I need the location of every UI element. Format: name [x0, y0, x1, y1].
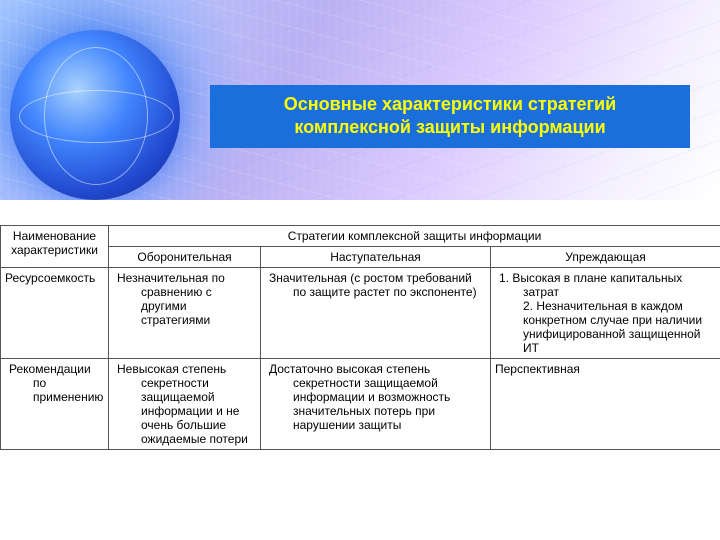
col-header-defensive: Оборонительная — [109, 247, 261, 268]
cell-defensive: Незначительная по сравнению с другими ст… — [109, 268, 261, 359]
globe-graphic — [10, 30, 180, 200]
col-header-name: Наименование характеристики — [1, 226, 109, 268]
strategies-table: Наименование характеристики Стратегии ко… — [0, 225, 720, 450]
col-header-offensive: Наступательная — [261, 247, 491, 268]
col-header-group: Стратегии комплексной защиты информации — [109, 226, 720, 247]
cell-text: Достаточно высокая степень секретности з… — [265, 362, 486, 432]
table-row: Рекомендации по применению Невысокая сте… — [1, 359, 720, 450]
cell-offensive: Значительная (с ростом требований по защ… — [261, 268, 491, 359]
col-header-preemptive: Упреждающая — [491, 247, 720, 268]
cell-text: Значительная (с ростом требований по защ… — [265, 271, 486, 299]
cell-text: 1. Высокая в плане капитальных затрат 2.… — [495, 271, 716, 355]
cell-offensive: Достаточно высокая степень секретности з… — [261, 359, 491, 450]
cell-text: Рекомендации по применению — [5, 362, 104, 404]
cell-defensive: Невысокая степень секретности защищаемой… — [109, 359, 261, 450]
strategies-table-container: Наименование характеристики Стратегии ко… — [0, 225, 720, 450]
row-name: Рекомендации по применению — [1, 359, 109, 450]
cell-preemptive: 1. Высокая в плане капитальных затрат 2.… — [491, 268, 720, 359]
table-row: Ресурсоемкость Незначительная по сравнен… — [1, 268, 720, 359]
cell-text: Невысокая степень секретности защищаемой… — [113, 362, 256, 446]
cell-text: Незначительная по сравнению с другими ст… — [113, 271, 256, 327]
slide-title: Основные характеристики стратегий компле… — [210, 85, 690, 148]
cell-preemptive: Перспективная — [491, 359, 720, 450]
row-name: Ресурсоемкость — [1, 268, 109, 359]
